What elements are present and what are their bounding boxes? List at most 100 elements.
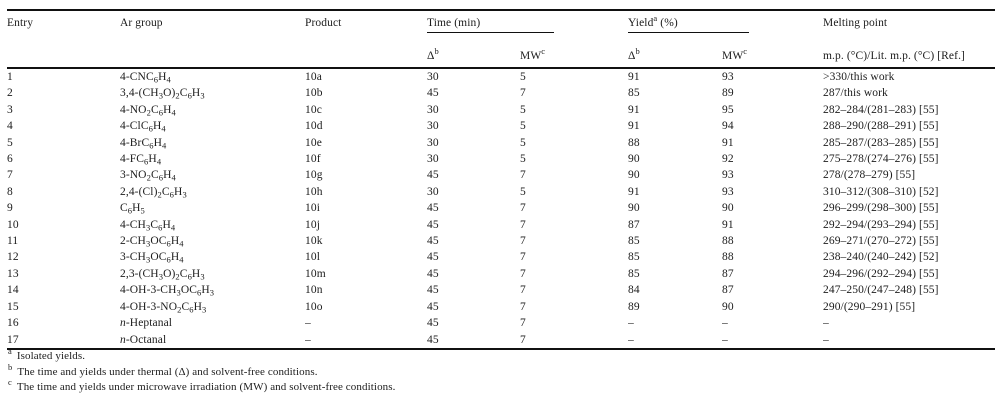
cell-entry: 16 (7, 317, 19, 330)
cell-time_delta: 30 (427, 120, 439, 133)
table-header: Entry Ar group Product Time (min) Yielda… (7, 10, 995, 68)
cell-time_mw: 7 (520, 333, 526, 346)
cell-ar_group: n-Heptanal (120, 317, 173, 330)
footnote-c: c The time and yields under microwave irr… (8, 378, 396, 396)
table-row: 4 4-ClC6H4 10d 30 5 91 94 288–290/(288–291) [55… (7, 118, 995, 134)
cell-ar_group: 4-OH-3-NO2C6H3 (120, 300, 207, 315)
cell-product: 10g (305, 169, 323, 182)
cell-yield_delta: 91 (628, 103, 640, 116)
cell-yield_delta: 85 (628, 267, 640, 280)
col-group-yield-label: Yielda (%) (628, 14, 749, 33)
cell-melting_point: 296–299/(298–300) [55] (823, 202, 939, 215)
cell-time_mw: 5 (520, 153, 526, 166)
table-row: 3 4-NO2C6H4 10c 30 5 91 95 282–284/(281–283) [5… (7, 102, 995, 118)
cell-yield_delta: 85 (628, 87, 640, 100)
cell-product: 10d (305, 120, 323, 133)
col-header-entry: Entry (7, 17, 34, 29)
cell-time_mw: 7 (520, 267, 526, 280)
table-row: 9 C6H5 10i 45 7 90 90 296–299/(298–300) [55] (7, 200, 995, 216)
cell-product: 10k (305, 235, 323, 248)
cell-melting_point: 285–287/(283–285) [55] (823, 136, 939, 149)
cell-time_mw: 7 (520, 202, 526, 215)
results-table: Entry Ar group Product Time (min) Yielda… (7, 9, 995, 350)
cell-time_delta: 45 (427, 317, 439, 330)
col-group-melting-point: Melting point (823, 17, 888, 29)
cell-entry: 4 (7, 120, 13, 133)
footnotes: a Isolated yields. b The time and yields un… (8, 346, 396, 396)
table-row: 8 2,4-(Cl)2C6H3 10h 30 5 91 93 310–312/(308–310… (7, 184, 995, 200)
table-row: 14 4-OH-3-CH3OC6H3 10n 45 7 84 87 247–250/(247–… (7, 282, 995, 298)
cell-melting_point: 287/this work (823, 87, 888, 100)
cell-yield_mw: 88 (722, 251, 734, 264)
cell-yield_mw: 91 (722, 136, 734, 149)
cell-time_mw: 7 (520, 284, 526, 297)
cell-product: 10j (305, 218, 320, 231)
cell-yield_delta: 85 (628, 251, 640, 264)
cell-ar_group: 4-NO2C6H4 (120, 103, 176, 118)
table-row: 17 n-Octanal – 45 7 – – – (7, 332, 995, 349)
cell-yield_delta: 91 (628, 120, 640, 133)
col-header-time-mw: MWc (520, 46, 546, 62)
cell-ar_group: C6H5 (120, 202, 145, 216)
table-row: 6 4-FC6H4 10f 30 5 90 92 275–278/(274–276) [55] (7, 151, 995, 167)
cell-yield_mw: 93 (722, 71, 734, 83)
cell-ar_group: 2,3-(CH3O)2C6H3 (120, 267, 205, 282)
cell-entry: 3 (7, 103, 13, 116)
cell-time_delta: 30 (427, 71, 439, 83)
cell-time_delta: 45 (427, 284, 439, 297)
cell-yield_delta: 90 (628, 153, 640, 166)
cell-melting_point: – (823, 317, 829, 330)
cell-melting_point: 292–294/(293–294) [55] (823, 218, 939, 231)
cell-ar_group: n-Octanal (120, 333, 167, 346)
cell-product: 10o (305, 300, 323, 313)
table-row: 13 2,3-(CH3O)2C6H3 10m 45 7 85 87 294–296/(292–… (7, 266, 995, 282)
cell-yield_delta: 91 (628, 185, 640, 198)
cell-time_mw: 7 (520, 87, 526, 100)
cell-product: – (305, 333, 311, 346)
col-group-time-label: Time (min) (427, 17, 554, 33)
cell-melting_point: 269–271/(270–272) [55] (823, 235, 939, 248)
cell-yield_delta: – (628, 333, 634, 346)
col-header-melting-point-sub: m.p. (°C)/Lit. m.p. (°C) [Ref.] (823, 50, 965, 62)
cell-entry: 11 (7, 235, 19, 248)
cell-entry: 1 (7, 71, 13, 83)
cell-entry: 9 (7, 202, 13, 215)
cell-yield_delta: – (628, 317, 634, 330)
cell-product: 10n (305, 284, 323, 297)
cell-product: 10i (305, 202, 320, 215)
cell-time_mw: 7 (520, 317, 526, 330)
footnote-marker: b (8, 361, 13, 372)
cell-ar_group: 4-FC6H4 (120, 153, 162, 167)
cell-yield_mw: 95 (722, 103, 734, 116)
cell-time_delta: 45 (427, 87, 439, 100)
cell-time_mw: 7 (520, 251, 526, 264)
table-row: 16 n-Heptanal – 45 7 – – – (7, 315, 995, 331)
footnote-b: b The time and yields under thermal (Δ) a… (8, 361, 396, 381)
cell-entry: 5 (7, 136, 13, 149)
table-row: 5 4-BrC6H4 10e 30 5 88 91 285–287/(283–285) [55… (7, 135, 995, 151)
cell-time_delta: 45 (427, 251, 439, 264)
cell-ar_group: 4-BrC6H4 (120, 136, 167, 151)
cell-melting_point: – (823, 333, 829, 346)
cell-time_mw: 5 (520, 136, 526, 149)
cell-time_delta: 45 (427, 218, 439, 231)
cell-ar_group: 3,4-(CH3O)2C6H3 (120, 87, 205, 101)
cell-melting_point: 288–290/(288–291) [55] (823, 120, 939, 133)
footnote-a: a Isolated yields. (8, 346, 396, 365)
footnote-text: The time and yields under thermal (Δ) an… (17, 365, 318, 378)
cell-yield_mw: 90 (722, 202, 734, 215)
col-header-ar-group: Ar group (120, 17, 163, 29)
col-header-product: Product (305, 17, 342, 29)
footnote-marker: a (8, 346, 12, 356)
cell-yield_delta: 90 (628, 169, 640, 182)
cell-melting_point: 238–240/(240–242) [52] (823, 251, 939, 264)
cell-entry: 14 (7, 284, 19, 297)
cell-melting_point: 290/(290–291) [55] (823, 300, 916, 313)
cell-yield_mw: 93 (722, 185, 734, 198)
table-row: 2 3,4-(CH3O)2C6H3 10b 45 7 85 89 287/this work (7, 85, 995, 101)
cell-melting_point: 310–312/(308–310) [52] (823, 185, 939, 198)
cell-yield_delta: 90 (628, 202, 640, 215)
cell-time_delta: 45 (427, 300, 439, 313)
cell-yield_mw: – (722, 317, 728, 330)
cell-time_mw: 5 (520, 71, 526, 83)
